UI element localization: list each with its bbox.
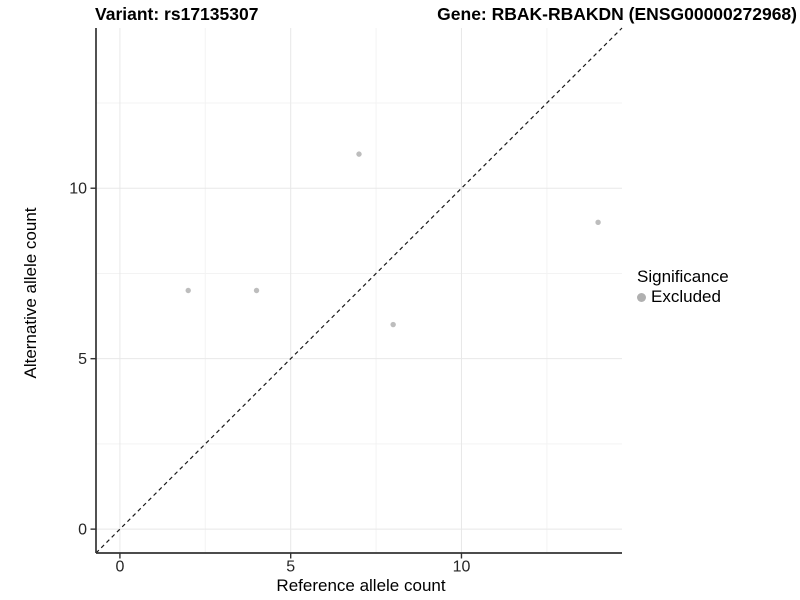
y-axis-title: Alternative allele count	[21, 207, 40, 379]
x-tick-label: 5	[286, 559, 295, 576]
x-tick-label: 10	[453, 559, 471, 576]
data-point	[390, 321, 396, 328]
x-axis-title: Reference allele count	[276, 576, 446, 595]
legend-title: Significance	[637, 267, 729, 286]
legend: Significance Excluded	[637, 266, 729, 307]
identity-line	[95, 27, 623, 554]
data-point	[253, 287, 260, 294]
legend-item: Excluded	[637, 287, 729, 307]
x-tick-label: 0	[115, 559, 124, 576]
legend-point-icon	[637, 292, 646, 302]
y-tick-label: 5	[78, 351, 87, 368]
y-tick-label: 0	[78, 522, 87, 539]
legend-item-label: Excluded	[651, 287, 721, 306]
data-point	[185, 287, 191, 294]
data-point	[595, 219, 601, 226]
variant-title: Variant: rs17135307	[95, 4, 259, 24]
data-point	[356, 151, 362, 157]
y-tick-label: 10	[69, 181, 87, 198]
gene-title: Gene: RBAK-RBAKDN (ENSG00000272968)	[437, 4, 797, 24]
